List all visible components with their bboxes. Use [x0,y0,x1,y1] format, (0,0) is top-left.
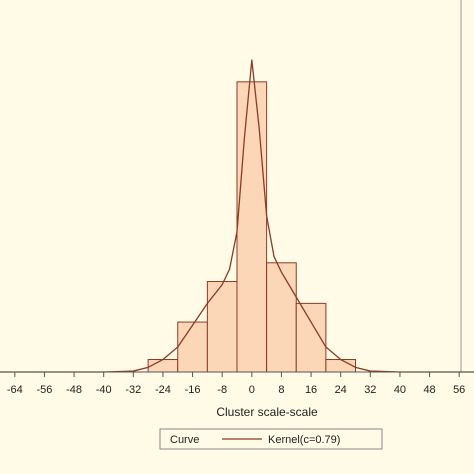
x-tick-label-1: -56 [36,384,52,396]
histogram-bar-2 [206,281,238,373]
x-tick-label-10: 16 [305,384,317,396]
x-tick-label-4: -32 [125,384,141,396]
x-tick-label-7: -8 [217,384,227,396]
x-tick-label-6: -16 [185,384,201,396]
x-tick-label-13: 40 [394,384,406,396]
kernel-density-line-0 [0,59,474,373]
x-tick-label-11: 24 [335,384,347,396]
x-tick-label-9: 8 [278,384,284,396]
histogram-bar-3 [236,81,268,373]
legend-kernel-label: Kernel(c=0.79) [268,434,340,446]
histogram-bar-0 [147,359,179,373]
x-tick-label-3: -40 [96,384,112,396]
x-axis-title: Cluster scale-scale [216,405,318,419]
x-tick-label-12: 32 [364,384,376,396]
histogram-bar-5 [295,302,327,373]
legend-title: Curve [170,434,199,446]
x-tick-label-5: -24 [155,384,171,396]
x-tick-label-15: 56 [453,384,465,396]
histogram-bar-4 [266,262,297,373]
x-tick-label-8: 0 [249,384,255,396]
histogram-bar-1 [177,321,208,373]
legend-box [159,428,383,450]
x-ticks-layer: -64 -56 -48 -40 -32 -24 -16 -8 0 8 16 24 32 40 48 56 [7,372,465,396]
x-tick-label-14: 48 [423,384,435,396]
histogram-bar-6 [325,359,356,373]
legend: Curve Kernel(c=0.79) [159,428,383,450]
x-tick-label-2: -48 [66,384,82,396]
x-tick-label-0: -64 [7,384,23,396]
kernel-line-layer [0,59,474,373]
bars-layer [147,81,356,373]
